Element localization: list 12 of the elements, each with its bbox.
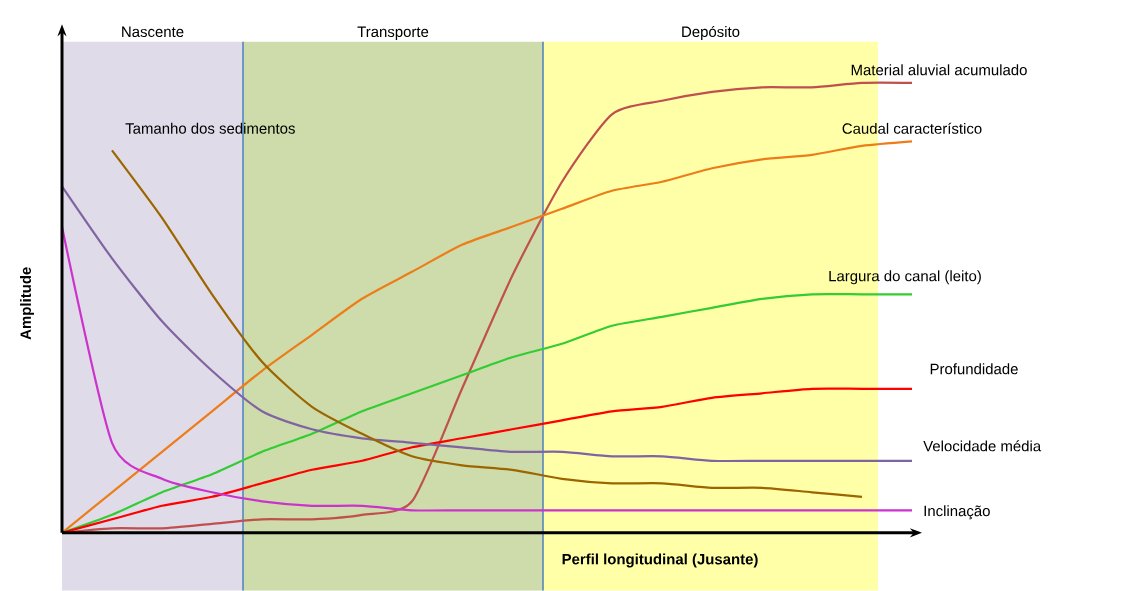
text: Transporte bbox=[357, 26, 429, 41]
series-label: Material aluvial acumulado bbox=[851, 64, 1027, 76]
series-label: Tamanho dos sedimentos bbox=[125, 122, 295, 134]
series-label: Profundidade bbox=[930, 363, 1018, 375]
x-axis-title: Perfil longitudinal (Jusante) bbox=[562, 553, 758, 568]
series-label: Inclinação bbox=[924, 505, 990, 520]
text: Depósito bbox=[682, 25, 740, 41]
text: Nascente bbox=[122, 26, 184, 38]
series-label: Caudal característico bbox=[842, 122, 982, 134]
series-label: Velocidade média bbox=[923, 440, 1042, 452]
y-axis-title: Amplitude bbox=[20, 267, 34, 340]
series-label: Largura do canal (leito) bbox=[829, 270, 981, 285]
